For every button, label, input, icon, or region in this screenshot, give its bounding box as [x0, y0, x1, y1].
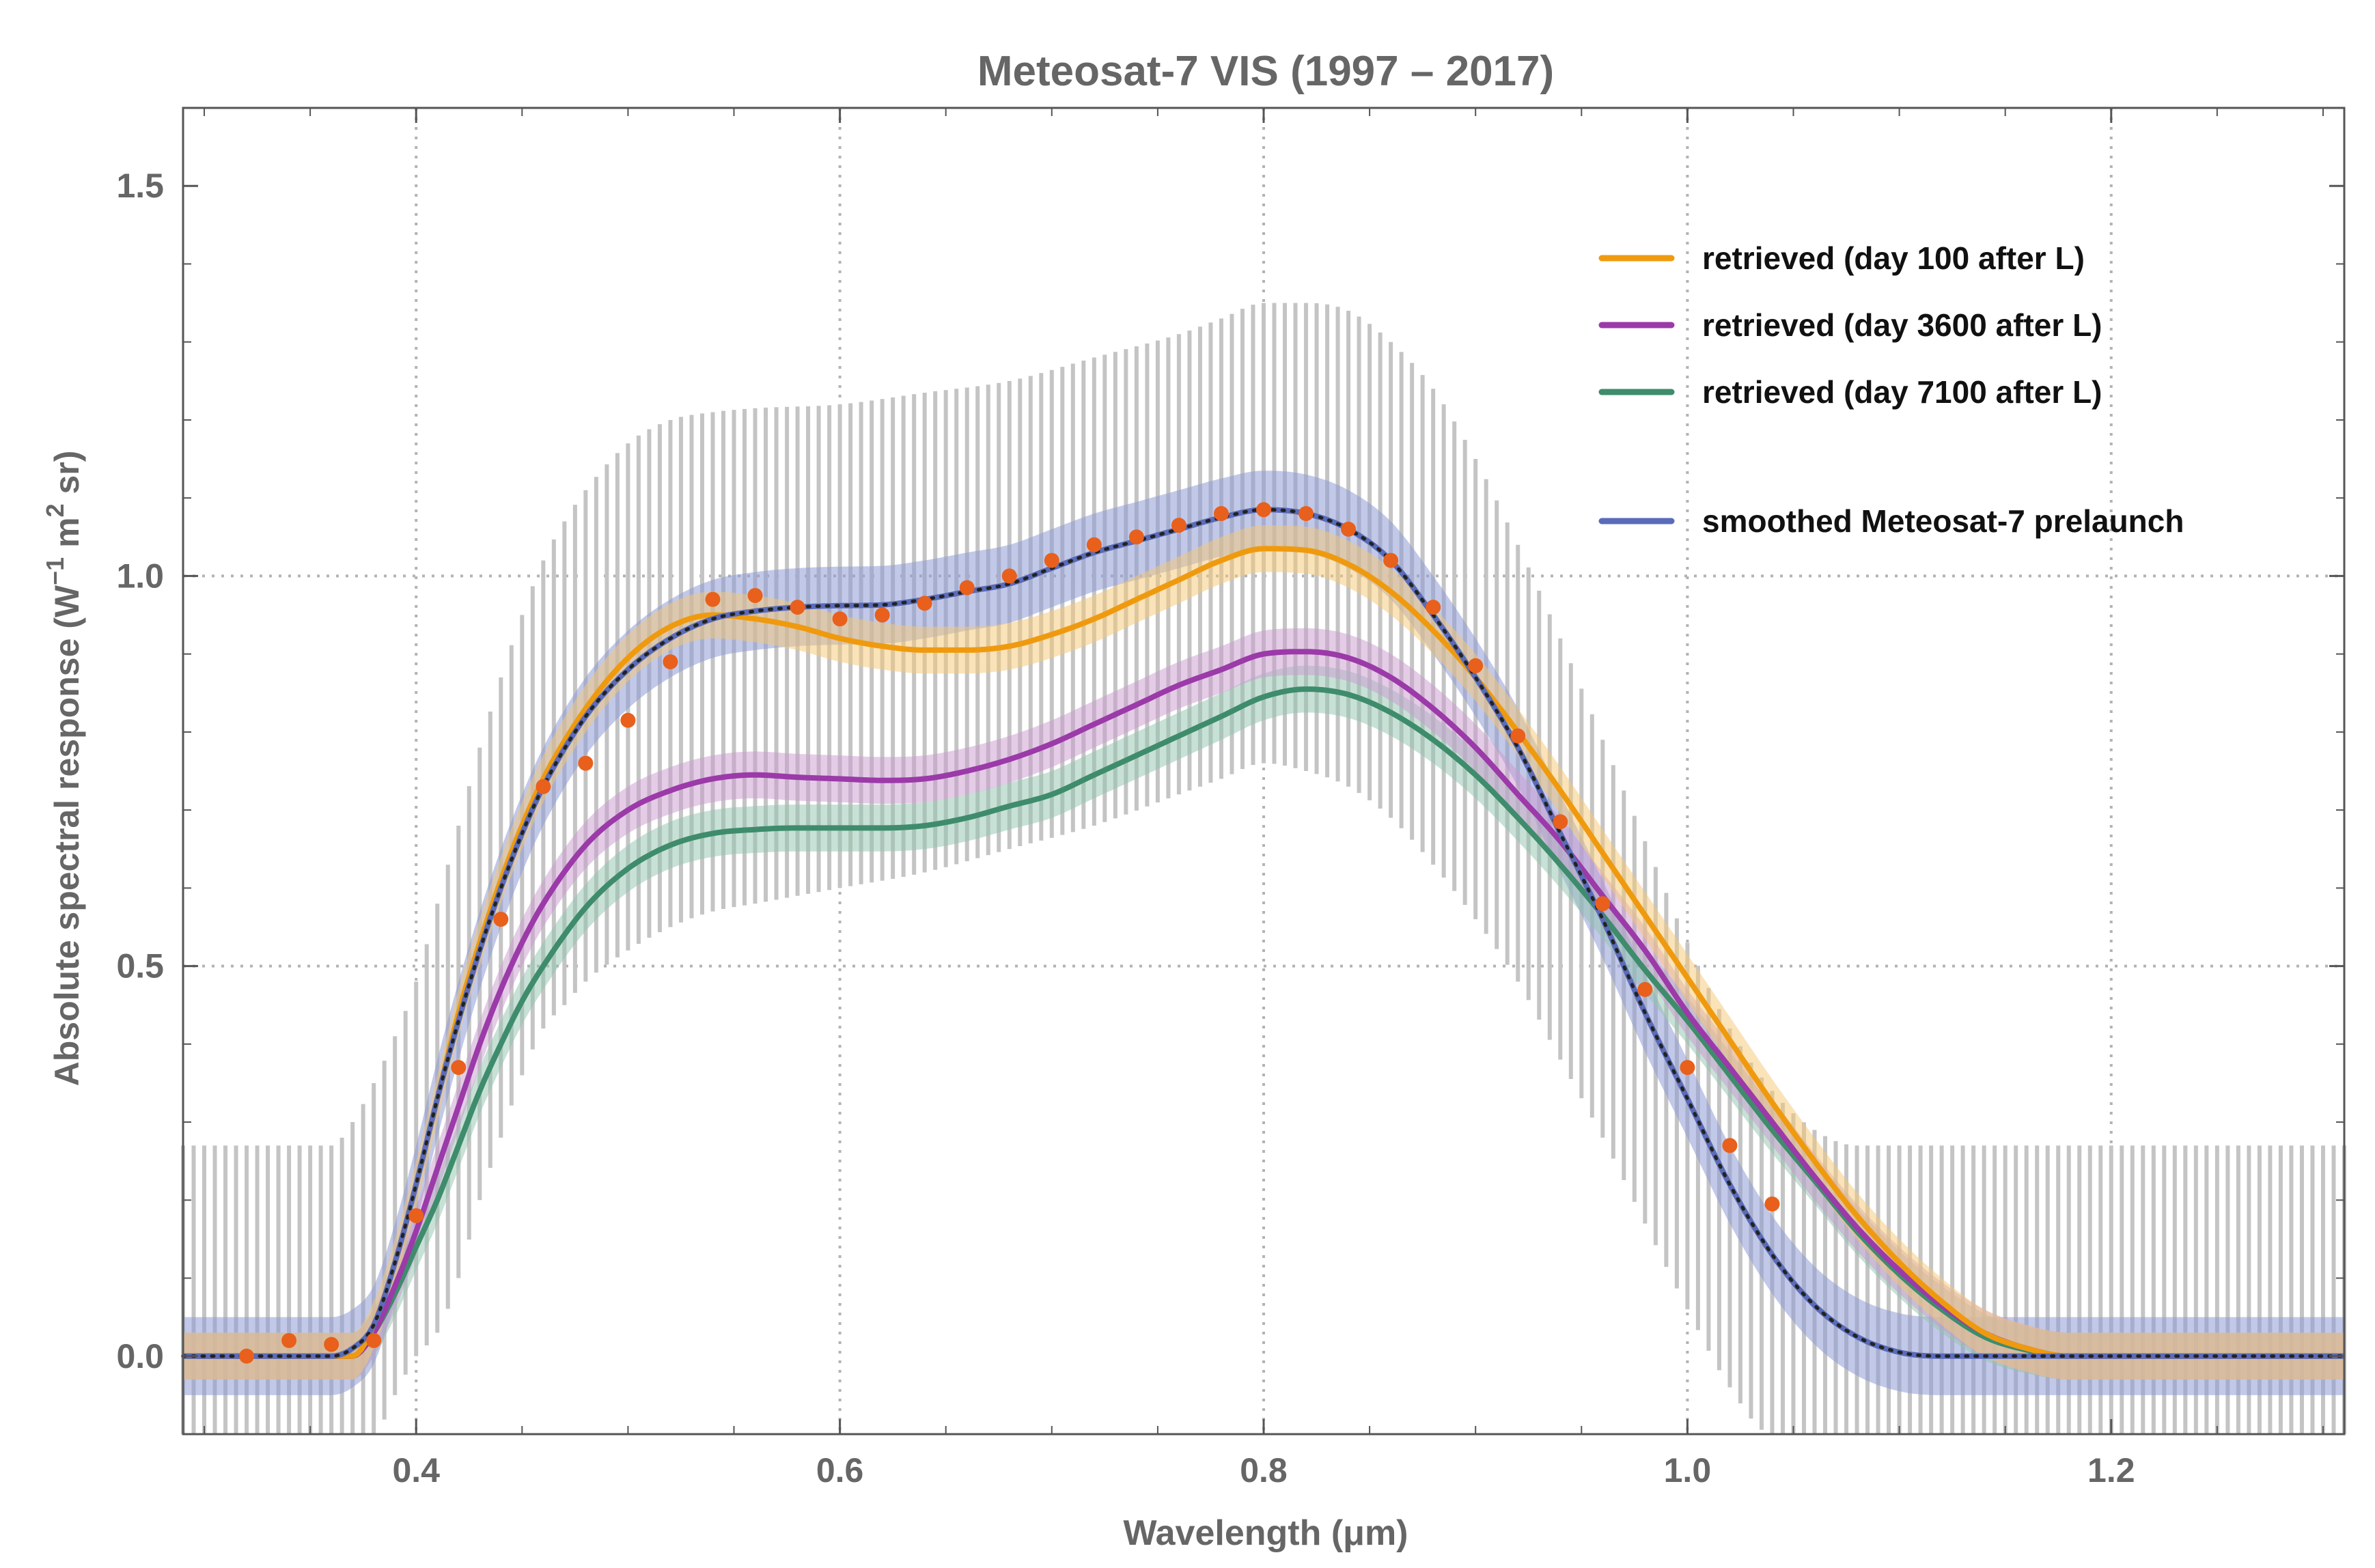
chart-title: Meteosat-7 VIS (1997 – 2017): [977, 48, 1554, 95]
data-point: [790, 600, 805, 615]
data-point: [620, 712, 636, 728]
y-axis-label-sup2: 2: [41, 503, 69, 517]
data-point: [1510, 728, 1526, 744]
y-axis-label-prefix: Absolute spectral response (W: [48, 585, 86, 1086]
x-tick-label: 0.8: [1240, 1451, 1288, 1489]
data-point: [451, 1060, 467, 1076]
series-band: [183, 665, 2344, 1380]
x-tick-label: 1.0: [1664, 1451, 1712, 1489]
data-point: [1680, 1060, 1695, 1076]
legend-label: retrieved (day 7100 after L): [1702, 374, 2102, 410]
data-point: [1637, 981, 1653, 997]
data-point: [1001, 568, 1017, 584]
data-point: [1256, 502, 1271, 518]
axes: 0.4 0.6 0.8 1.0 1.2 0.0 0.5 1.0 1.5: [116, 107, 2344, 1489]
data-point: [493, 912, 509, 927]
y-tick-label: 0.0: [116, 1337, 164, 1375]
data-point: [408, 1208, 424, 1224]
y-tick-label: 1.5: [116, 167, 164, 205]
data-point: [1468, 658, 1484, 673]
data-point: [239, 1348, 255, 1364]
data-point: [663, 654, 678, 670]
y-axis-label-sup1: −1: [41, 557, 69, 585]
x-tick-label: 1.2: [2087, 1451, 2135, 1489]
data-point: [281, 1332, 297, 1348]
x-tick-label: 0.4: [392, 1451, 440, 1489]
data-point: [1341, 521, 1357, 537]
data-point: [1298, 506, 1314, 522]
data-point: [1553, 814, 1568, 830]
legend-label: smoothed Meteosat-7 prelaunch: [1702, 503, 2184, 539]
data-point: [1171, 518, 1186, 533]
data-point: [1044, 552, 1059, 568]
y-axis-label-suffix: sr): [48, 451, 86, 504]
series-line: [183, 686, 2344, 1359]
data-point: [578, 755, 594, 771]
legend-label: retrieved (day 100 after L): [1702, 240, 2085, 276]
y-tick-label: 1.0: [116, 557, 164, 595]
prelaunch-points: [239, 502, 1780, 1364]
y-axis-label-middle: m: [48, 517, 86, 557]
data-point: [1722, 1138, 1738, 1153]
x-axis-label: Wavelength (μm): [1123, 1513, 1408, 1553]
data-point: [832, 611, 848, 627]
y-tick-label: 0.5: [116, 947, 164, 985]
y-axis-label: Absolute spectral response (W−1 m2 sr): [41, 451, 86, 1087]
data-point: [366, 1332, 382, 1348]
data-point: [874, 607, 890, 623]
data-point: [1426, 600, 1441, 615]
data-point: [747, 587, 763, 603]
series-line: [183, 546, 2344, 1359]
data-point: [1764, 1196, 1780, 1212]
data-point: [536, 779, 551, 794]
data-point: [324, 1336, 339, 1352]
data-point: [1128, 529, 1144, 545]
x-tick-label: 0.6: [816, 1451, 864, 1489]
data-point: [1595, 896, 1611, 912]
legend-label: retrieved (day 3600 after L): [1702, 307, 2102, 343]
data-point: [959, 580, 975, 596]
data-point: [917, 596, 932, 611]
legend: retrieved (day 100 after L) retrieved (da…: [1598, 240, 2184, 539]
data-point: [1086, 537, 1102, 552]
data-point: [705, 591, 721, 607]
data-point: [1213, 506, 1229, 522]
data-point: [1383, 552, 1399, 568]
